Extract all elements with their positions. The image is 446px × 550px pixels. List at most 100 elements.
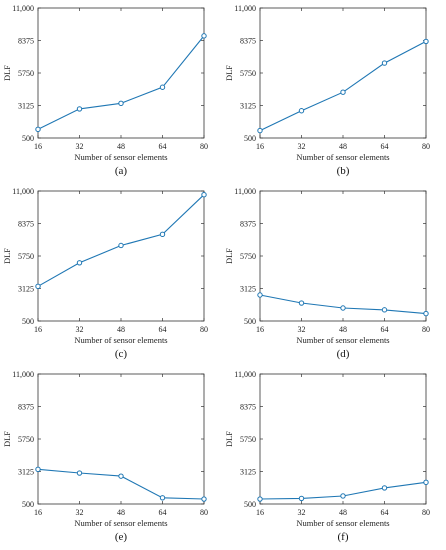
- data-point: [35, 126, 41, 133]
- series-line: [37, 194, 205, 287]
- y-tick-label: 8375: [240, 403, 256, 412]
- y-tick-label: 8375: [18, 37, 34, 46]
- y-tick-label: 8375: [240, 37, 256, 46]
- x-tick-label: 64: [381, 142, 389, 151]
- panel-label: (e): [115, 531, 128, 543]
- y-tick-label: 5750: [240, 69, 256, 78]
- data-point: [201, 33, 207, 39]
- series-line: [37, 35, 205, 130]
- x-axis-label: Number of sensor elements: [74, 518, 167, 528]
- data-point: [423, 310, 429, 317]
- plot-frame: [37, 7, 205, 139]
- chart-panel-d: 500 3125 5750 8375 11,000 16 32 48 64 80 Number of…: [224, 187, 430, 360]
- y-tick-label: 3125: [18, 102, 34, 111]
- y-tick-label: 5750: [240, 435, 256, 444]
- data-point: [118, 100, 124, 107]
- panel-label: (d): [337, 348, 350, 360]
- x-tick-label: 48: [339, 508, 347, 517]
- y-axis-label: DLF: [224, 65, 234, 81]
- y-tick-label: 500: [244, 134, 256, 143]
- data-point: [159, 84, 166, 90]
- x-tick-label: 64: [159, 508, 167, 517]
- y-tick-label: 11,000: [12, 187, 34, 196]
- data-point: [35, 283, 41, 290]
- y-axis-label: DLF: [2, 431, 12, 447]
- x-axis-label: Number of sensor elements: [74, 152, 167, 162]
- data-point: [340, 89, 346, 95]
- x-tick-label: 32: [76, 508, 84, 517]
- y-tick-label: 5750: [18, 69, 34, 78]
- x-tick-label: 32: [76, 142, 84, 151]
- y-tick-label: 11,000: [12, 370, 34, 379]
- x-tick-label: 48: [117, 508, 125, 517]
- x-axis-label: Number of sensor elements: [74, 335, 167, 345]
- plot-frame: [37, 190, 205, 322]
- y-tick-label: 500: [22, 317, 34, 326]
- x-tick-label: 32: [298, 142, 306, 151]
- x-tick-label: 16: [256, 508, 264, 517]
- data-point: [35, 466, 41, 473]
- data-point: [381, 485, 388, 491]
- x-tick-label: 64: [381, 508, 389, 517]
- x-axis-label: Number of sensor elements: [296, 518, 389, 528]
- y-tick-label: 11,000: [12, 4, 34, 13]
- data-point: [201, 496, 207, 502]
- data-point: [76, 260, 83, 266]
- series-line: [259, 294, 427, 315]
- y-axis-label: DLF: [2, 248, 12, 264]
- x-axis-label: Number of sensor elements: [296, 335, 389, 345]
- data-point: [118, 473, 124, 479]
- x-axis-label: Number of sensor elements: [296, 152, 389, 162]
- x-tick-label: 80: [422, 508, 430, 517]
- x-tick-label: 32: [298, 508, 306, 517]
- x-tick-label: 16: [34, 142, 42, 151]
- x-tick-label: 16: [34, 508, 42, 517]
- x-tick-label: 16: [256, 142, 264, 151]
- y-tick-label: 500: [244, 317, 256, 326]
- x-tick-label: 80: [422, 325, 430, 334]
- y-tick-label: 500: [22, 500, 34, 509]
- x-tick-label: 48: [117, 142, 125, 151]
- y-tick-label: 500: [22, 134, 34, 143]
- y-tick-label: 3125: [18, 468, 34, 477]
- plot-frame: [37, 373, 205, 505]
- y-tick-label: 3125: [240, 468, 256, 477]
- chart-panel-f: 500 3125 5750 8375 11,000 16 32 48 64 80 Number of…: [224, 370, 430, 543]
- y-tick-label: 8375: [18, 403, 34, 412]
- x-tick-label: 64: [159, 142, 167, 151]
- y-tick-label: 3125: [240, 285, 256, 294]
- y-tick-label: 5750: [240, 252, 256, 261]
- data-point: [76, 470, 83, 476]
- data-point: [381, 60, 388, 66]
- plot-frame: [259, 373, 427, 505]
- data-point: [298, 300, 305, 306]
- panel-label: (f): [338, 531, 349, 543]
- data-point: [201, 192, 207, 198]
- x-tick-label: 48: [117, 325, 125, 334]
- data-point: [257, 292, 263, 298]
- y-tick-label: 5750: [18, 435, 34, 444]
- panel-label: (a): [115, 165, 128, 177]
- y-tick-label: 500: [244, 500, 256, 509]
- x-tick-label: 80: [200, 325, 208, 334]
- chart-panel-b: 500 3125 5750 8375 11,000 16 32 48 64 80 Number of…: [224, 4, 430, 177]
- x-tick-label: 32: [76, 325, 84, 334]
- y-tick-label: 11,000: [234, 370, 256, 379]
- data-point: [159, 231, 166, 238]
- y-tick-label: 8375: [18, 220, 34, 229]
- y-tick-label: 3125: [240, 102, 256, 111]
- x-tick-label: 48: [339, 325, 347, 334]
- data-point: [118, 242, 124, 249]
- y-axis-label: DLF: [224, 431, 234, 447]
- y-axis-label: DLF: [224, 248, 234, 264]
- x-tick-label: 80: [422, 142, 430, 151]
- data-point: [76, 106, 83, 112]
- chart-panel-e: 500 3125 5750 8375 11,000 16 32 48 64 80 Number of…: [2, 370, 208, 543]
- y-tick-label: 5750: [18, 252, 34, 261]
- y-tick-label: 11,000: [234, 187, 256, 196]
- x-tick-label: 80: [200, 142, 208, 151]
- plot-frame: [259, 190, 427, 322]
- panel-label: (c): [115, 348, 128, 360]
- data-point: [423, 38, 429, 45]
